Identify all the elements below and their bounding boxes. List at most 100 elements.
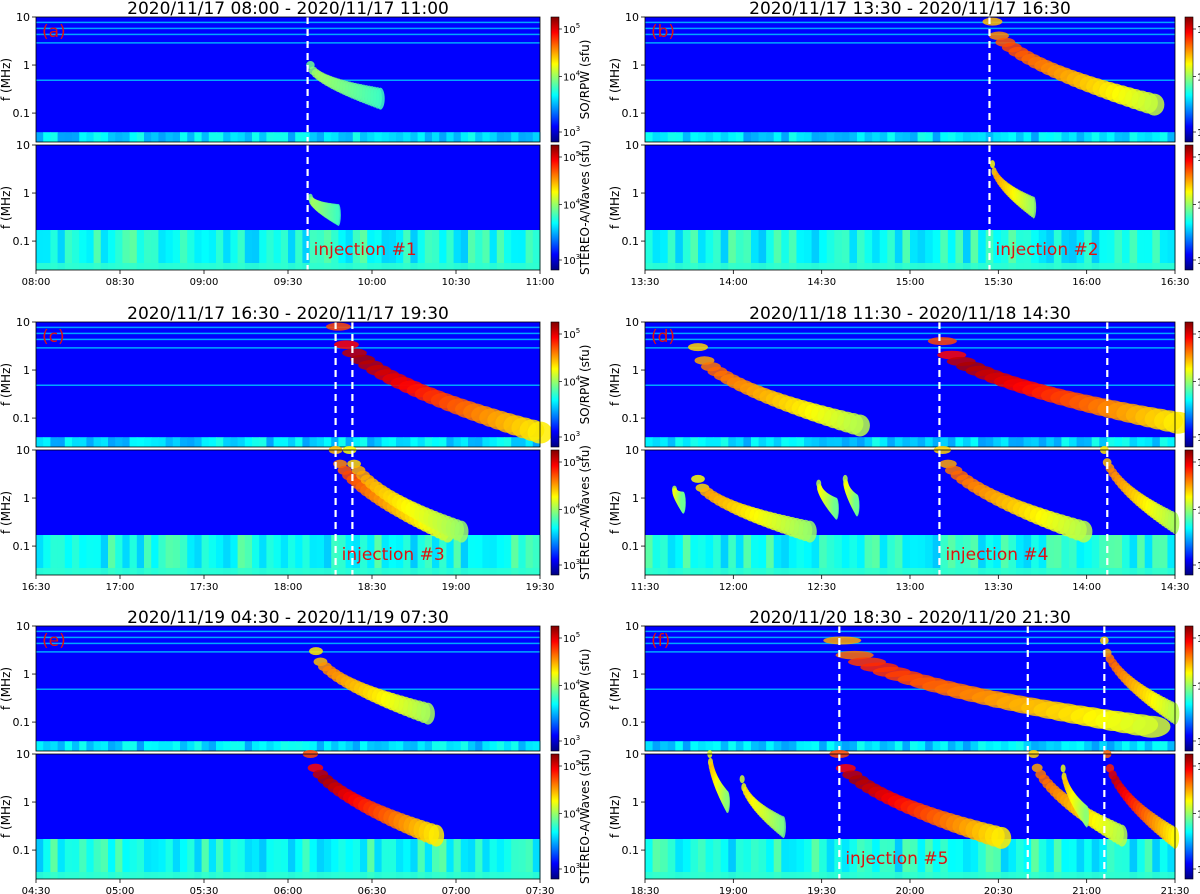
x-tick-label: 09:30 xyxy=(274,277,303,288)
x-tick-label: 18:00 xyxy=(274,582,303,593)
noise-band-cell xyxy=(894,535,903,575)
noise-band-cell xyxy=(849,535,858,575)
noise-band-cell xyxy=(244,437,253,447)
noise-band-cell xyxy=(223,839,231,879)
x-tick-label: 13:30 xyxy=(984,582,1013,593)
noise-band-cell xyxy=(100,437,109,447)
noise-band-cell xyxy=(993,741,1002,751)
noise-band-cell xyxy=(766,839,775,879)
x-tick-label: 13:00 xyxy=(896,582,925,593)
y-tick-label: 1 xyxy=(23,187,30,200)
noise-band-cell xyxy=(518,230,527,270)
noise-band-cell xyxy=(388,535,397,575)
noise-band-cell xyxy=(910,230,919,270)
noise-band-cell xyxy=(1144,230,1153,270)
y-tick-label: 0.1 xyxy=(622,235,640,248)
noise-band-cell xyxy=(1091,741,1100,751)
y-tick-label: 0.1 xyxy=(622,716,640,729)
noise-band-cell xyxy=(947,741,956,751)
noise-band-cell xyxy=(93,741,102,751)
y-tick-label: 1 xyxy=(632,364,639,377)
noise-band-cell xyxy=(36,535,44,575)
noise-band-cell xyxy=(735,230,744,270)
noise-band-cell xyxy=(857,132,866,142)
noise-band-cell xyxy=(50,741,59,751)
noise-band-cell xyxy=(788,437,797,447)
rfi-line xyxy=(36,642,540,645)
noise-band-cell xyxy=(910,132,919,142)
noise-floor-strip xyxy=(36,871,540,879)
noise-band-cell xyxy=(1046,230,1055,270)
noise-band-cell xyxy=(1076,230,1085,270)
noise-band-cell xyxy=(367,437,375,447)
noise-band-cell xyxy=(259,741,267,751)
noise-band-cell xyxy=(872,437,881,447)
panel-title: 2020/11/18 11:30 - 2020/11/18 14:30 xyxy=(749,304,1071,324)
noise-floor-strip xyxy=(36,567,540,575)
noise-band-cell xyxy=(1114,132,1123,142)
noise-band-cell xyxy=(902,535,911,575)
noise-band-cell xyxy=(410,437,419,447)
noise-band-cell xyxy=(201,741,210,751)
colorbar-label: SO/RPW (sfu) xyxy=(578,345,592,425)
noise-band-cell xyxy=(72,741,80,751)
colorbar xyxy=(1184,449,1194,576)
noise-band-cell xyxy=(735,132,744,142)
noise-band-cell xyxy=(993,535,1002,575)
noise-band-cell xyxy=(773,839,782,879)
noise-band-cell xyxy=(388,839,397,879)
noise-band-cell xyxy=(79,741,87,751)
noise-band-cell xyxy=(819,437,828,447)
noise-band-cell xyxy=(826,230,835,270)
noise-band-cell xyxy=(57,132,66,142)
noise-band-cell xyxy=(993,437,1002,447)
rfi-line xyxy=(645,642,1175,645)
x-tick-label: 18:30 xyxy=(631,886,660,894)
x-tick-label: 15:30 xyxy=(984,277,1013,288)
colorbar-tick-label: 104 xyxy=(1197,198,1200,212)
noise-band-cell xyxy=(72,230,80,270)
noise-band-cell xyxy=(1008,839,1017,879)
noise-band-cell xyxy=(396,839,404,879)
noise-band-cell xyxy=(266,132,275,142)
noise-band-cell xyxy=(388,437,397,447)
y-axis-label: f (MHz) xyxy=(608,186,622,229)
noise-band-cell xyxy=(324,132,332,142)
noise-band-cell xyxy=(645,741,654,751)
noise-band-cell xyxy=(460,132,469,142)
rfi-line xyxy=(645,630,1175,633)
radio-burst-mark xyxy=(854,494,860,517)
colorbar-tick-label: 103 xyxy=(1197,125,1200,139)
noise-band-cell xyxy=(705,132,714,142)
y-tick-label: 1 xyxy=(23,59,30,72)
noise-band-cell xyxy=(158,437,167,447)
noise-band-cell xyxy=(1061,741,1070,751)
noise-band-cell xyxy=(1159,741,1168,751)
noise-band-cell xyxy=(295,535,303,575)
noise-band-cell xyxy=(273,839,282,879)
noise-band-cell xyxy=(1106,437,1115,447)
noise-band-cell xyxy=(1016,230,1025,270)
noise-band-cell xyxy=(796,535,805,575)
noise-band-cell xyxy=(273,132,282,142)
noise-band-cell xyxy=(525,839,534,879)
noise-band-cell xyxy=(410,132,419,142)
radio-burst-mark xyxy=(1060,764,1066,773)
noise-band-cell xyxy=(720,839,729,879)
noise-band-cell xyxy=(1167,437,1176,447)
noise-band-cell xyxy=(1053,437,1062,447)
noise-band-cell xyxy=(50,839,59,879)
noise-band-cell xyxy=(36,230,44,270)
noise-band-cell xyxy=(1137,437,1146,447)
noise-band-cell xyxy=(122,132,131,142)
noise-band-cell xyxy=(872,230,881,270)
noise-band-cell xyxy=(151,839,159,879)
noise-band-cell xyxy=(849,230,858,270)
noise-band-cell xyxy=(439,741,447,751)
noise-band-cell xyxy=(1167,839,1176,879)
noise-band-cell xyxy=(187,535,195,575)
rfi-line xyxy=(36,347,540,349)
noise-band-cell xyxy=(345,230,354,270)
noise-band-cell xyxy=(675,437,684,447)
